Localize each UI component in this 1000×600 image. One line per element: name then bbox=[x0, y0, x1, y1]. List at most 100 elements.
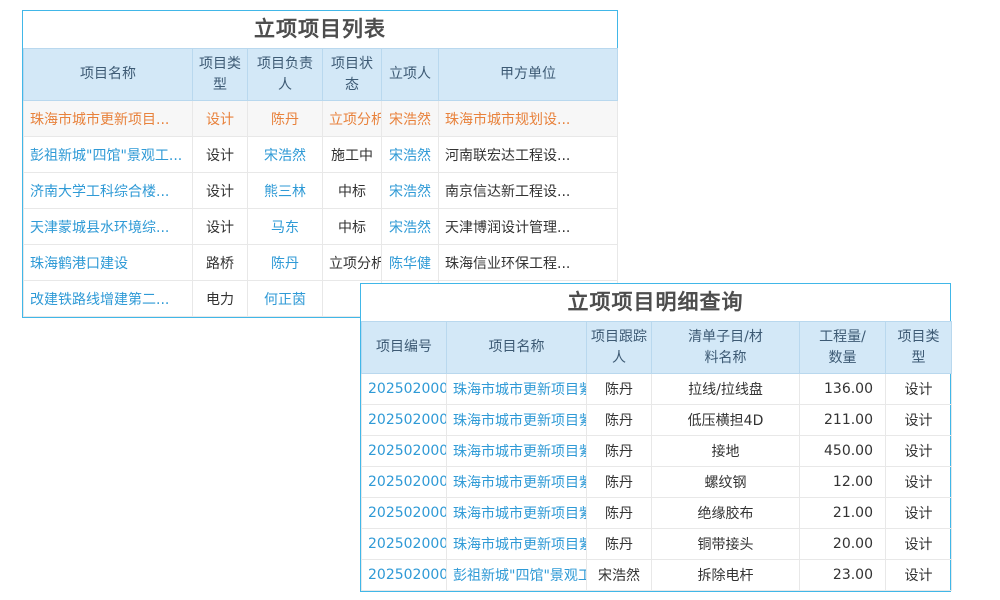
cell-status: 中标 bbox=[322, 208, 382, 245]
cell-initiator[interactable]: 宋浩然 bbox=[381, 136, 439, 173]
column-header-client: 甲方单位 bbox=[438, 48, 618, 101]
cell-code[interactable]: 2025020004 bbox=[361, 373, 447, 405]
cell-status: 施工中 bbox=[322, 136, 382, 173]
cell-name[interactable]: 珠海市城市更新项目紫桐 bbox=[446, 466, 587, 498]
cell-material: 低压横担4D bbox=[651, 404, 800, 436]
header-row: 项目名称 项目类 型项目负责人 项目状态 立项人 甲方单位 bbox=[23, 48, 618, 101]
cell-material: 接地 bbox=[651, 435, 800, 467]
cell-ptype: 设计 bbox=[885, 404, 952, 436]
project-detail-title: 立项项目明细查询 bbox=[361, 284, 950, 321]
cell-name[interactable]: 彭祖新城"四馆"景观工... bbox=[23, 136, 193, 173]
cell-type: 路桥 bbox=[192, 244, 248, 281]
cell-code[interactable]: 2025020004 bbox=[361, 497, 447, 529]
cell-type: 电力 bbox=[192, 280, 248, 317]
cell-name[interactable]: 珠海市城市更新项目紫桐 bbox=[446, 373, 587, 405]
cell-code[interactable]: 2025020004 bbox=[361, 528, 447, 560]
column-header-ptype: 项目类 型 bbox=[885, 321, 952, 374]
project-detail-body: 2025020004珠海市城市更新项目紫桐陈丹拉线/拉线盘136.00设计202… bbox=[361, 373, 952, 591]
cell-material: 拆除电杆 bbox=[651, 559, 800, 591]
cell-code[interactable]: 2025020003 bbox=[361, 559, 447, 591]
cell-name[interactable]: 珠海市城市更新项目... bbox=[23, 100, 193, 137]
cell-ptype: 设计 bbox=[885, 466, 952, 498]
cell-material: 铜带接头 bbox=[651, 528, 800, 560]
cell-tracker: 陈丹 bbox=[586, 404, 652, 436]
cell-manager[interactable]: 熊三林 bbox=[247, 172, 323, 209]
cell-client: 珠海信业环保工程... bbox=[438, 244, 618, 281]
project-detail-panel: 立项项目明细查询 项目编号 项目名称 项目跟踪 人清单子目/材 料名称 工程量/ 数量… bbox=[360, 283, 952, 592]
cell-manager[interactable]: 陈丹 bbox=[247, 100, 323, 137]
cell-material: 拉线/拉线盘 bbox=[651, 373, 800, 405]
cell-name[interactable]: 珠海市城市更新项目紫桐 bbox=[446, 497, 587, 529]
project-detail-header: 项目编号 项目名称 项目跟踪 人清单子目/材 料名称 工程量/ 数量 项目类 型 bbox=[361, 321, 952, 374]
column-header-name: 项目名称 bbox=[23, 48, 193, 101]
cell-type: 设计 bbox=[192, 208, 248, 245]
column-header-code: 项目编号 bbox=[361, 321, 447, 374]
cell-qty: 211.00 bbox=[799, 404, 886, 436]
cell-initiator[interactable]: 宋浩然 bbox=[381, 208, 439, 245]
column-header-type: 项目类 型 bbox=[192, 48, 248, 101]
cell-name[interactable]: 改建铁路线增建第二... bbox=[23, 280, 193, 317]
table-row[interactable]: 天津蒙城县水环境综... 设计 马东 中标 宋浩然 天津博润设计管理... bbox=[23, 208, 618, 245]
project-list-body: 珠海市城市更新项目... 设计 陈丹 立项分析 宋浩然 珠海市城市规划设... 彭祖新城"四… bbox=[23, 100, 618, 317]
cell-client: 河南联宏达工程设... bbox=[438, 136, 618, 173]
cell-name[interactable]: 珠海市城市更新项目紫桐 bbox=[446, 404, 587, 436]
table-row[interactable]: 珠海市城市更新项目... 设计 陈丹 立项分析 宋浩然 珠海市城市规划设... bbox=[23, 100, 618, 137]
table-row[interactable]: 珠海鹤港口建设 路桥 陈丹 立项分析 陈华健 珠海信业环保工程... bbox=[23, 244, 618, 281]
cell-status: 立项分析 bbox=[322, 244, 382, 281]
cell-code[interactable]: 2025020004 bbox=[361, 435, 447, 467]
project-list-title: 立项项目列表 bbox=[23, 11, 617, 48]
cell-name[interactable]: 珠海市城市更新项目紫桐 bbox=[446, 528, 587, 560]
cell-name[interactable]: 彭祖新城"四馆"景观工程 bbox=[446, 559, 587, 591]
cell-name[interactable]: 天津蒙城县水环境综... bbox=[23, 208, 193, 245]
cell-code[interactable]: 2025020004 bbox=[361, 466, 447, 498]
cell-qty: 21.00 bbox=[799, 497, 886, 529]
cell-initiator[interactable]: 宋浩然 bbox=[381, 172, 439, 209]
cell-tracker: 宋浩然 bbox=[586, 559, 652, 591]
cell-initiator[interactable]: 陈华健 bbox=[381, 244, 439, 281]
cell-name[interactable]: 珠海鹤港口建设 bbox=[23, 244, 193, 281]
project-list-panel: 立项项目列表 项目名称 项目类 型项目负责人 项目状态 立项人 甲方单位 珠海市城市更新… bbox=[22, 10, 618, 318]
cell-status: 立项分析 bbox=[322, 100, 382, 137]
cell-manager[interactable]: 马东 bbox=[247, 208, 323, 245]
cell-tracker: 陈丹 bbox=[586, 497, 652, 529]
project-list-table: 项目名称 项目类 型项目负责人 项目状态 立项人 甲方单位 珠海市城市更新项目... 设计… bbox=[23, 48, 618, 317]
cell-type: 设计 bbox=[192, 100, 248, 137]
project-detail-table: 项目编号 项目名称 项目跟踪 人清单子目/材 料名称 工程量/ 数量 项目类 型 202… bbox=[361, 321, 952, 591]
column-header-qty: 工程量/ 数量 bbox=[799, 321, 886, 374]
cell-qty: 20.00 bbox=[799, 528, 886, 560]
cell-type: 设计 bbox=[192, 136, 248, 173]
cell-code[interactable]: 2025020004 bbox=[361, 404, 447, 436]
column-header-tracker: 项目跟踪 人 bbox=[586, 321, 652, 374]
cell-name[interactable]: 珠海市城市更新项目紫桐 bbox=[446, 435, 587, 467]
project-list-header: 项目名称 项目类 型项目负责人 项目状态 立项人 甲方单位 bbox=[23, 48, 618, 101]
table-row[interactable]: 彭祖新城"四馆"景观工... 设计 宋浩然 施工中 宋浩然 河南联宏达工程设... bbox=[23, 136, 618, 173]
table-row[interactable]: 济南大学工科综合楼... 设计 熊三林 中标 宋浩然 南京信达新工程设... bbox=[23, 172, 618, 209]
cell-ptype: 设计 bbox=[885, 373, 952, 405]
cell-tracker: 陈丹 bbox=[586, 528, 652, 560]
cell-manager[interactable]: 何正茵 bbox=[247, 280, 323, 317]
cell-qty: 450.00 bbox=[799, 435, 886, 467]
cell-qty: 12.00 bbox=[799, 466, 886, 498]
cell-manager[interactable]: 陈丹 bbox=[247, 244, 323, 281]
cell-qty: 23.00 bbox=[799, 559, 886, 591]
column-header-status: 项目状态 bbox=[322, 48, 382, 101]
cell-ptype: 设计 bbox=[885, 528, 952, 560]
column-header-manager: 项目负责人 bbox=[247, 48, 323, 101]
cell-manager[interactable]: 宋浩然 bbox=[247, 136, 323, 173]
cell-client: 珠海市城市规划设... bbox=[438, 100, 618, 137]
cell-name[interactable]: 济南大学工科综合楼... bbox=[23, 172, 193, 209]
cell-ptype: 设计 bbox=[885, 559, 952, 591]
cell-tracker: 陈丹 bbox=[586, 435, 652, 467]
cell-tracker: 陈丹 bbox=[586, 466, 652, 498]
cell-ptype: 设计 bbox=[885, 435, 952, 467]
cell-client: 南京信达新工程设... bbox=[438, 172, 618, 209]
cell-initiator[interactable]: 宋浩然 bbox=[381, 100, 439, 137]
header-row: 项目编号 项目名称 项目跟踪 人清单子目/材 料名称 工程量/ 数量 项目类 型 bbox=[361, 321, 952, 374]
